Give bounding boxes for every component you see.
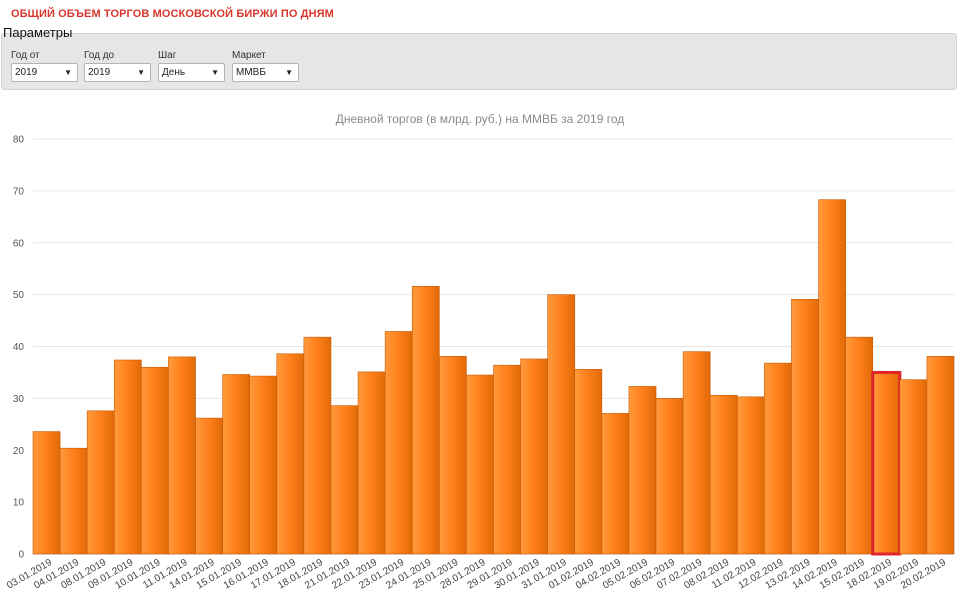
bar[interactable] [411, 286, 440, 555]
y-tick-label: 30 [13, 394, 25, 405]
bar[interactable] [736, 396, 765, 555]
chevron-down-icon: ▼ [285, 68, 293, 77]
bar-highlighted[interactable] [871, 370, 902, 556]
bar[interactable] [926, 356, 955, 555]
bar[interactable] [276, 353, 305, 555]
step-field: Шаг День ▼ [158, 50, 225, 82]
year-from-value: 2019 [15, 67, 38, 78]
y-tick-label: 60 [13, 238, 25, 249]
page-title: ОБЩИЙ ОБЪЕМ ТОРГОВ МОСКОВСКОЙ БИРЖИ ПО Д… [11, 8, 334, 20]
bar[interactable] [520, 358, 548, 555]
bar[interactable] [899, 379, 928, 555]
y-tick-label: 0 [18, 550, 24, 561]
market-label: Маркет [232, 50, 266, 61]
year-from-select[interactable]: 2019 ▼ [11, 63, 78, 82]
year-to-value: 2019 [88, 67, 111, 78]
bar[interactable] [655, 398, 684, 555]
market-select[interactable]: ММВБ ▼ [232, 63, 299, 82]
step-value: День [162, 67, 186, 78]
bar[interactable] [168, 356, 196, 555]
bar[interactable] [86, 410, 115, 555]
bar[interactable] [113, 359, 142, 555]
step-label: Шаг [158, 50, 177, 61]
y-tick-label: 80 [13, 135, 25, 146]
bar[interactable] [709, 394, 738, 555]
bar[interactable] [222, 374, 251, 555]
bar[interactable] [303, 336, 332, 555]
year-from-field: Год от 2019 ▼ [11, 50, 78, 82]
y-tick-label: 20 [13, 446, 25, 457]
bar[interactable] [466, 374, 494, 555]
chevron-down-icon: ▼ [137, 68, 145, 77]
bar[interactable] [845, 336, 874, 555]
bar[interactable] [141, 366, 169, 555]
chevron-down-icon: ▼ [211, 68, 219, 77]
bar[interactable] [574, 369, 603, 555]
year-to-select[interactable]: 2019 ▼ [84, 63, 151, 82]
y-tick-label: 40 [13, 342, 25, 353]
bar[interactable] [249, 375, 278, 555]
bar[interactable] [493, 364, 521, 555]
chart-title: Дневной торгов (в млрд. руб.) на ММВБ за… [335, 112, 625, 126]
bar[interactable] [439, 356, 467, 555]
bar[interactable] [330, 405, 359, 555]
params-panel: Год от 2019 ▼ Год до 2019 ▼ Шаг День ▼ М… [1, 33, 957, 90]
bar[interactable] [59, 447, 88, 555]
market-field: Маркет ММВБ ▼ [232, 50, 299, 82]
year-to-field: Год до 2019 ▼ [84, 50, 151, 82]
bar[interactable] [195, 417, 223, 555]
bar[interactable] [791, 298, 819, 555]
market-value: ММВБ [236, 67, 266, 78]
y-tick-label: 70 [13, 186, 25, 197]
step-select[interactable]: День ▼ [158, 63, 225, 82]
bar[interactable] [682, 351, 711, 555]
bar[interactable] [764, 362, 792, 555]
y-tick-label: 50 [13, 290, 25, 301]
bar[interactable] [357, 371, 386, 555]
year-to-label: Год до [84, 50, 115, 61]
chevron-down-icon: ▼ [64, 68, 72, 77]
bar[interactable] [628, 386, 657, 555]
bar[interactable] [818, 199, 846, 555]
year-from-label: Год от [11, 50, 40, 61]
bar[interactable] [384, 331, 413, 555]
bar[interactable] [601, 413, 630, 555]
params-heading: Параметры [3, 25, 73, 40]
bar[interactable] [32, 431, 61, 555]
y-tick-label: 10 [13, 498, 25, 509]
bar[interactable] [547, 294, 576, 555]
